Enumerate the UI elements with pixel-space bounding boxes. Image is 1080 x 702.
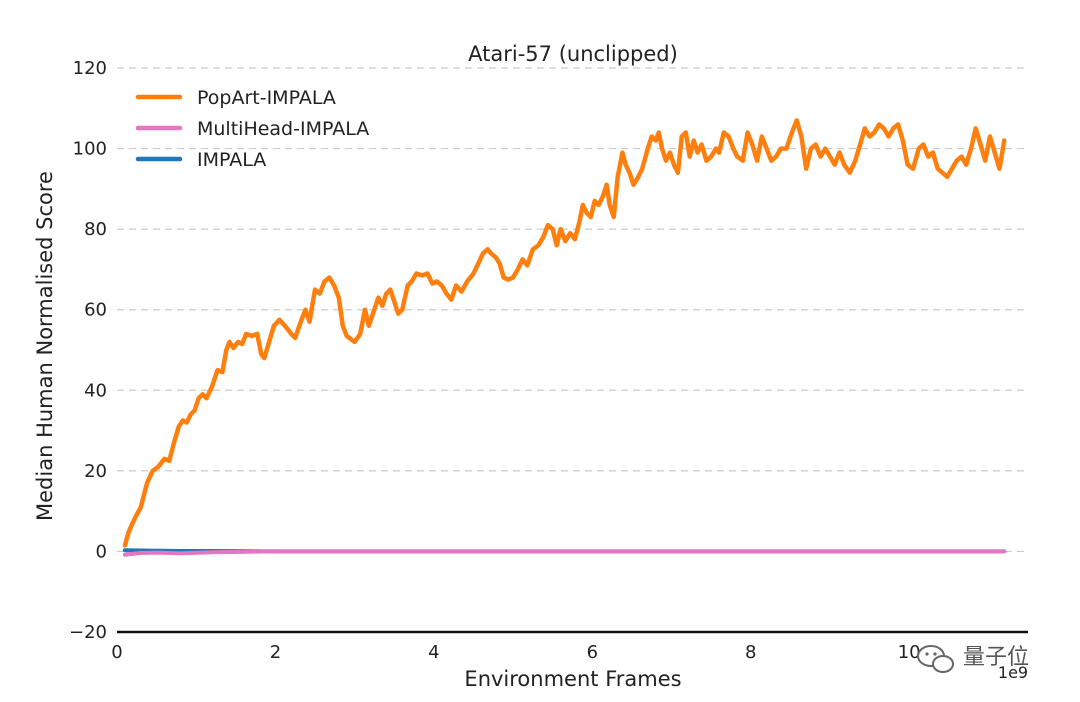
watermark: 量子位 xyxy=(917,645,1029,673)
legend-label: PopArt-IMPALA xyxy=(197,87,336,109)
y-tick-label: 60 xyxy=(84,300,107,321)
y-tick-label: 0 xyxy=(96,541,107,562)
y-tick-label: 20 xyxy=(84,461,107,482)
x-tick-label: 6 xyxy=(587,642,598,663)
y-tick-label: 80 xyxy=(84,219,107,240)
series-layer xyxy=(122,118,1007,557)
legend-label: IMPALA xyxy=(197,149,266,171)
series-line-popart-impala xyxy=(122,118,1007,548)
x-tick-label: 8 xyxy=(745,642,756,663)
y-tick-label: 40 xyxy=(84,380,107,401)
x-tick-label: 0 xyxy=(111,642,122,663)
x-tick-label: 10 xyxy=(898,642,921,663)
x-tick-label: 2 xyxy=(270,642,281,663)
x-axis-title: Environment Frames xyxy=(464,667,681,691)
legend: PopArt-IMPALA MultiHead-IMPALA IMPALA xyxy=(135,87,369,171)
y-axis-title: Median Human Normalised Score xyxy=(33,171,57,521)
series-line-multihead-impala xyxy=(122,549,1007,557)
x-axis-offset-label: 1e9 xyxy=(998,663,1028,682)
wechat-icon xyxy=(917,645,954,673)
x-tick-label: 4 xyxy=(428,642,439,663)
watermark-text: 量子位 xyxy=(963,645,1029,670)
y-tick-label: −20 xyxy=(69,622,107,643)
chart-title: Atari-57 (unclipped) xyxy=(468,42,678,66)
y-tick-label: 120 xyxy=(73,58,107,79)
legend-label: MultiHead-IMPALA xyxy=(197,118,369,140)
y-tick-label: 100 xyxy=(73,139,107,160)
